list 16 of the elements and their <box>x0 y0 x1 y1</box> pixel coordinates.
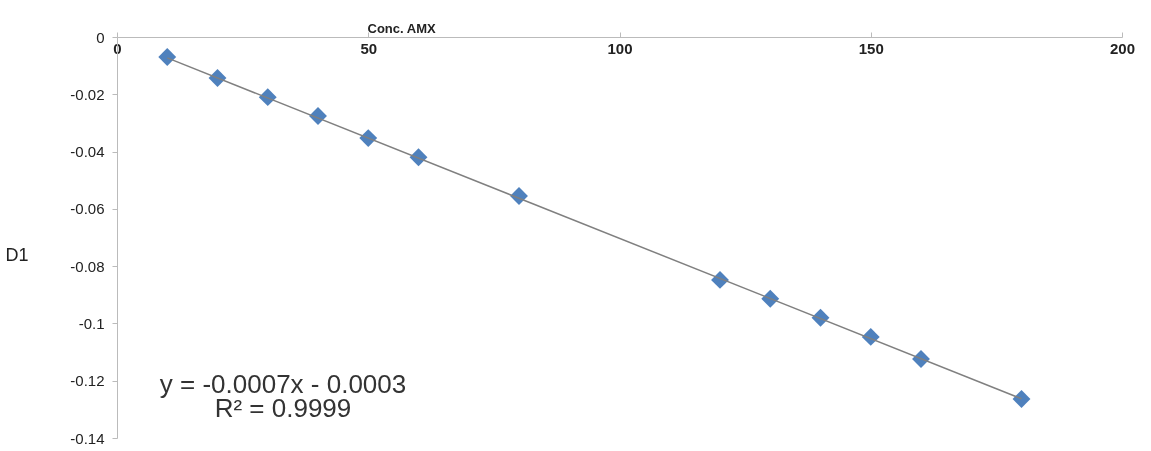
y-tick-label: -0.14 <box>70 429 105 447</box>
point <box>158 48 177 66</box>
x-tick-label: 200 <box>1109 39 1136 57</box>
x-axis-title: Conc. AMX <box>367 21 436 36</box>
x-tick-label: 150 <box>858 39 884 57</box>
point <box>1012 390 1031 408</box>
y-tick-label: -0.02 <box>70 85 105 103</box>
x-tick-label: 50 <box>360 39 378 57</box>
y-tick-label: -0.08 <box>70 257 105 275</box>
x-tick-label: 100 <box>607 39 633 57</box>
y-tick-label: -0.12 <box>70 372 105 390</box>
y-tick-label: 0 <box>96 28 105 46</box>
y-tick-label: -0.1 <box>78 314 105 332</box>
y-axis-title: D1 <box>5 244 29 265</box>
y-tick-label: -0.06 <box>70 200 105 218</box>
y-tick-label: -0.04 <box>70 143 105 161</box>
